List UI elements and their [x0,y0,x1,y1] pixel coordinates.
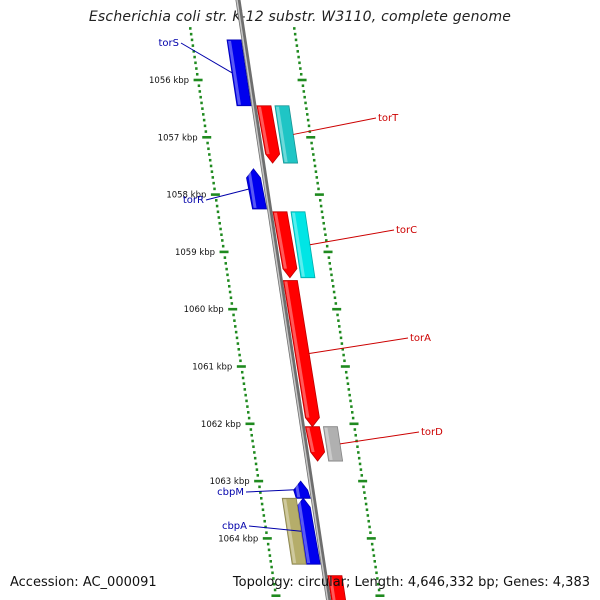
label-leader-line [205,188,250,201]
scale-tick-label: 1060 kbp [184,305,224,315]
gene-highlight [247,169,257,208]
olive-feature-gene[interactable] [281,497,307,565]
torC-gene[interactable] [290,211,316,279]
label-leader-line [308,337,409,355]
accession-text: Accession: AC_000091 [10,575,157,590]
gene-highlight [297,499,311,564]
scale-tick-label: 1061 kbp [192,363,232,373]
gene-highlight [306,427,315,453]
gene-highlight [228,40,241,105]
gene-highlight [273,212,287,269]
gene-highlight [283,499,297,564]
scale-tick-label: 1056 kbp [149,76,189,86]
torA-gene[interactable] [282,280,320,428]
scale-tick-label: 1057 kbp [158,133,198,143]
gene-highlight [294,482,301,498]
gene-highlight [291,212,305,277]
gene-label-torA[interactable]: torA [410,333,431,344]
label-leader-line [309,229,395,246]
genome-summary: Topology: circular; Length: 4,646,332 bp… [232,575,590,590]
scale-tick-label: 1058 kbp [166,191,206,201]
gene-labels: torS torT torR torC torA torD cbpM cbpA [159,38,444,532]
label-leader-line [180,42,233,74]
gene-highlight [328,576,336,600]
red-feature-gene[interactable] [256,105,281,164]
gene-highlight [284,281,310,418]
torR-gene[interactable] [246,168,268,210]
backbone-highlight [236,0,329,600]
gene-highlight [257,106,270,155]
gene-label-torD[interactable]: torD [421,427,443,438]
gene-label-torC[interactable]: torC [396,225,417,236]
gene-label-torS[interactable]: torS [159,38,180,49]
gene-label-torT[interactable]: torT [378,113,399,124]
scale-tick-label: 1062 kbp [201,420,241,430]
red-feature-gene[interactable] [272,211,298,279]
gene-features[interactable] [226,39,349,600]
gene-label-cbpM[interactable]: cbpM [217,487,244,498]
red-feature-gene[interactable] [327,575,349,600]
torD-gene[interactable] [322,426,344,462]
gene-highlight [324,427,333,461]
scale-tick-label: 1063 kbp [210,477,250,487]
scale-tick-label: 1059 kbp [175,248,215,258]
gene-highlight [275,106,288,163]
label-leader-line [245,489,295,493]
red-feature-gene[interactable] [304,426,326,462]
torT-gene[interactable] [274,105,299,164]
backbone-line [235,0,332,600]
genome-backbone [235,0,332,600]
map-title: Escherichia coli str. K-12 substr. W3110… [88,9,512,25]
label-leader-line [293,117,377,135]
gene-label-torR[interactable]: torR [183,195,204,206]
label-leader-line [339,431,420,445]
gene-label-cbpA[interactable]: cbpA [222,521,247,532]
scale-tick-label: 1064 kbp [218,534,258,544]
label-leader-line [248,525,302,532]
torS-gene[interactable] [226,39,252,107]
